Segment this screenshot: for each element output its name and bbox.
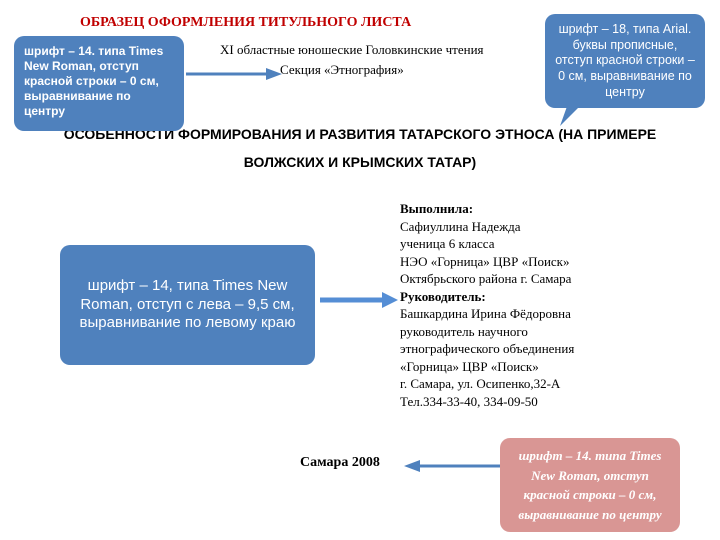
- arrow-right-icon: [320, 290, 400, 310]
- callout-top-left: шрифт – 14. типа Times New Roman, отступ…: [14, 36, 184, 131]
- page-title: ОБРАЗЕЦ ОФОРМЛЕНИЯ ТИТУЛЬНОГО ЛИСТА: [80, 15, 411, 31]
- info-line: Башкардина Ирина Фёдоровна: [400, 306, 571, 321]
- info-line: «Горница» ЦВР «Поиск»: [400, 359, 539, 374]
- footer-text: Самара 2008: [300, 455, 380, 471]
- callout-bottom-right: шрифт – 14. типа Times New Roman, отступ…: [500, 438, 680, 532]
- performed-label: Выполнила:: [400, 201, 473, 216]
- info-line: руководитель научного: [400, 324, 528, 339]
- info-line: г. Самара, ул. Осипенко,32-А: [400, 376, 560, 391]
- info-line: Октябрьского района г. Самара: [400, 271, 571, 286]
- arrow-left-icon: [400, 456, 500, 476]
- subtitle-line-2: Секция «Этнография»: [280, 62, 404, 78]
- info-line: Сафиуллина Надежда: [400, 219, 521, 234]
- arrow-right-icon: [186, 64, 286, 84]
- info-line: НЭО «Горница» ЦВР «Поиск»: [400, 254, 570, 269]
- subtitle-line-1: XI областные юношеские Головкинские чтен…: [220, 42, 484, 58]
- info-line: этнографического объединения: [400, 341, 574, 356]
- info-line: ученица 6 класса: [400, 236, 495, 251]
- callout-tail-icon: [560, 98, 590, 128]
- info-block: Выполнила: Сафиуллина Надежда ученица 6 …: [400, 200, 670, 411]
- supervisor-label: Руководитель:: [400, 289, 486, 304]
- callout-top-right: шрифт – 18, типа Arial. буквы прописные,…: [545, 14, 705, 108]
- info-line: Тел.334-33-40, 334-09-50: [400, 394, 538, 409]
- callout-middle: шрифт – 14, типа Times New Roman, отступ…: [60, 245, 315, 365]
- callout-middle-text: шрифт – 14, типа Times New Roman, отступ…: [70, 277, 305, 333]
